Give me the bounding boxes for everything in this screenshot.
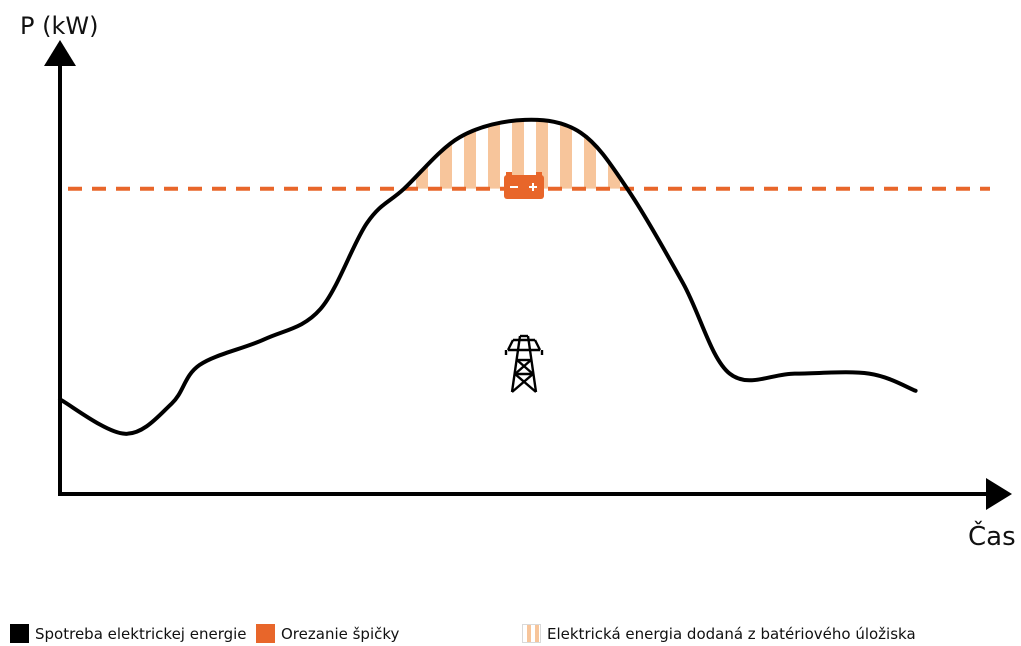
power-pylon-icon <box>504 334 544 393</box>
legend-item-battery-energy: Elektrická energia dodaná z batériového … <box>522 624 916 643</box>
battery-energy-stripe <box>536 120 548 189</box>
x-axis-label: Čas <box>968 520 1016 552</box>
legend-swatch-consumption <box>10 624 29 643</box>
consumption-curve <box>58 117 918 436</box>
legend-item-consumption: Spotreba elektrickej energie <box>10 624 247 643</box>
load-curve-chart: P (kW) Čas <box>20 12 1016 552</box>
legend-item-peak-shaving: Orezanie špičky <box>256 624 399 643</box>
battery-energy-stripe <box>656 120 668 189</box>
legend-label-consumption: Spotreba elektrickej energie <box>35 624 247 643</box>
legend-label-battery-energy: Elektrická energia dodaná z batériového … <box>547 624 916 643</box>
legend-swatch-peak-shaving <box>256 624 275 643</box>
battery-energy-stripe <box>416 120 428 189</box>
x-axis-arrow <box>986 478 1012 510</box>
legend-label-peak-shaving: Orezanie špičky <box>281 624 400 643</box>
battery-icon <box>504 172 544 199</box>
battery-energy-stripe <box>488 120 500 189</box>
y-axis-arrow <box>44 40 76 66</box>
battery-energy-stripe <box>392 120 404 189</box>
y-axis-label: P (kW) <box>20 12 98 40</box>
legend-swatch-battery-energy <box>522 624 541 643</box>
battery-energy-stripe <box>632 120 644 189</box>
battery-energy-stripe <box>584 120 596 189</box>
battery-energy-stripe <box>440 120 452 189</box>
battery-energy-stripe <box>464 120 476 189</box>
battery-energy-stripe <box>512 120 524 189</box>
battery-energy-stripe <box>560 120 572 189</box>
